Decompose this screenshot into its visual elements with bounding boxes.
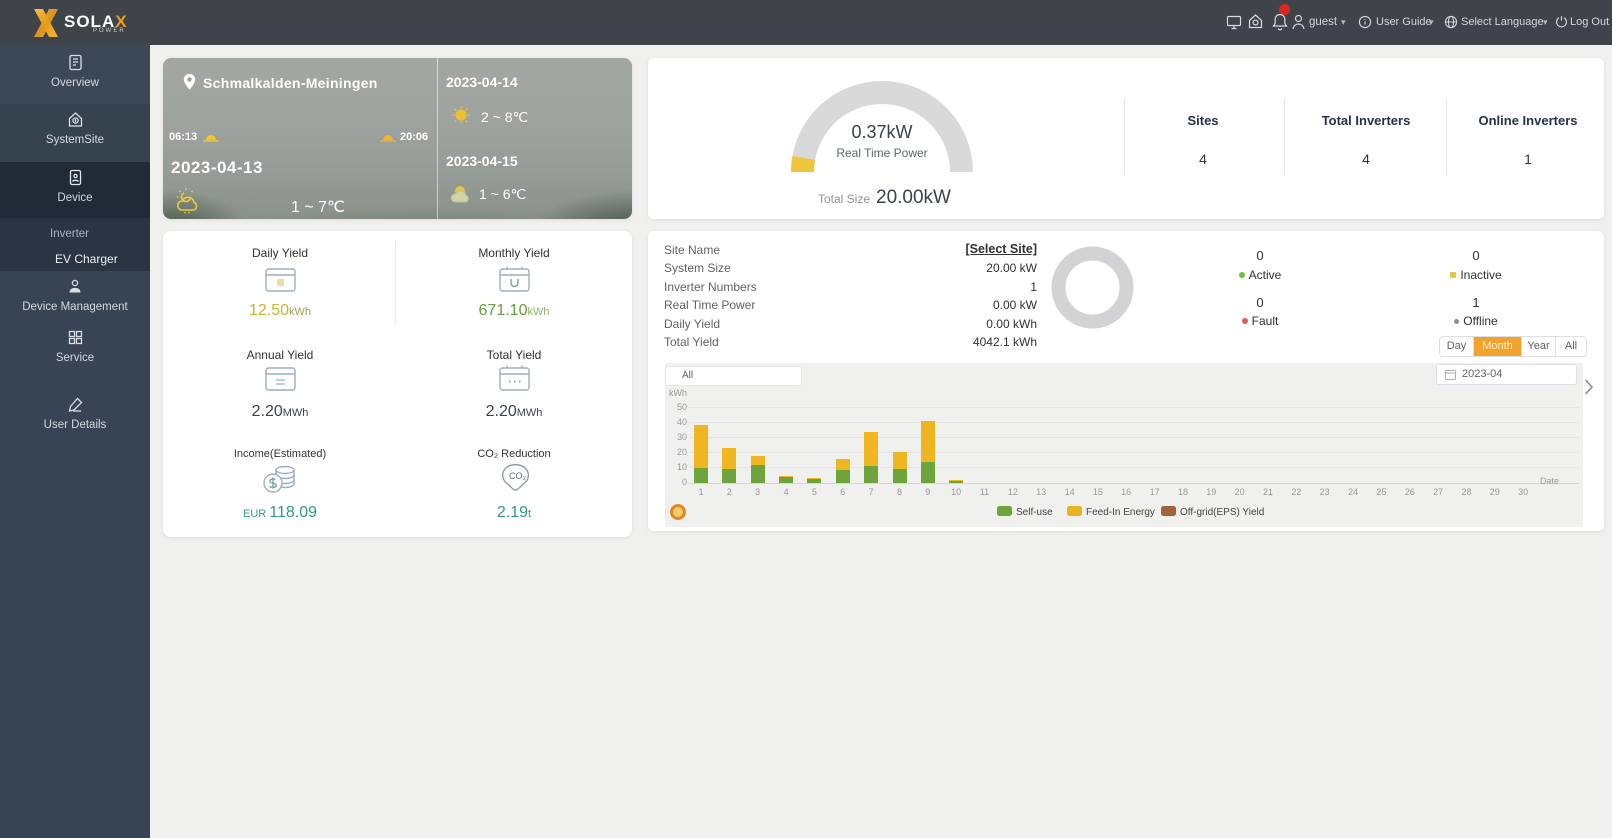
svg-text:CO₂: CO₂ [509,471,527,481]
